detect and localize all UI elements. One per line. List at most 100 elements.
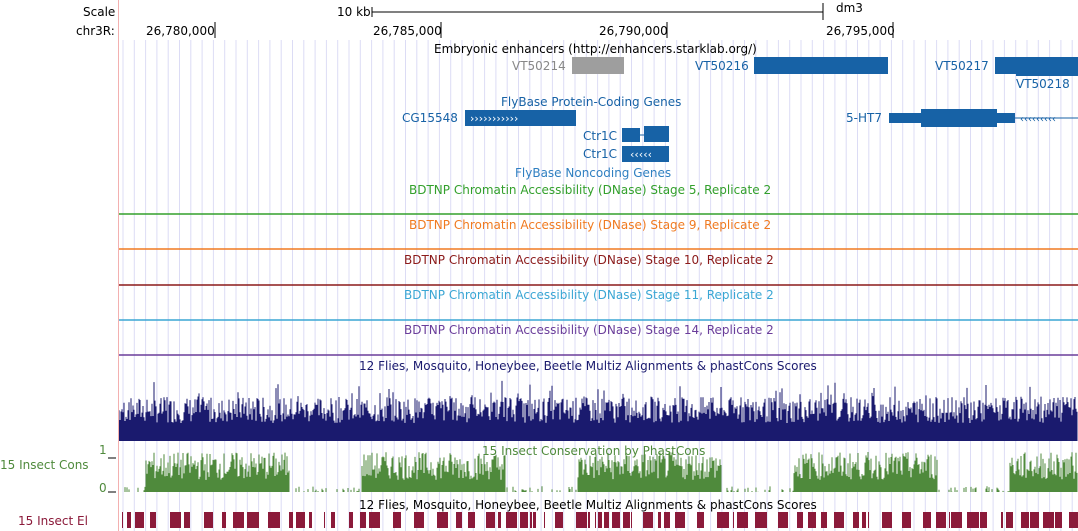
assembly-label: dm3 [836, 1, 863, 15]
conserved-element [555, 512, 563, 528]
enhancer-label-vt50218[interactable]: VT50218 [1016, 77, 1070, 91]
conserved-element [506, 512, 517, 528]
conserved-element [808, 512, 816, 528]
strand-arrows: ››››››››››› [470, 112, 518, 125]
gene-model-ctr1c [622, 146, 669, 162]
enhancer-label-vt50216[interactable]: VT50216 [695, 59, 749, 73]
conserved-element [923, 512, 931, 528]
conserved-element [520, 512, 528, 528]
conserved-element [437, 512, 448, 528]
conserved-element [643, 512, 653, 528]
conserved-element [268, 512, 280, 528]
gene-model-cg15548 [465, 110, 576, 126]
dnase-stage14-title[interactable]: BDTNP Chromatin Accessibility (DNase) St… [404, 323, 774, 337]
conserved-element [456, 512, 462, 528]
enhancer-block-vt50216 [754, 57, 888, 74]
conserved-element [576, 512, 587, 528]
conserved-element [331, 512, 335, 528]
conserved-element [184, 512, 190, 528]
conserved-element [349, 512, 353, 528]
conserved-element [967, 512, 979, 528]
conserved-element [1021, 512, 1029, 528]
phastcons-wiggle [124, 452, 1078, 492]
conserved-element [631, 512, 632, 528]
conserved-element [612, 512, 620, 528]
conserved-element [980, 512, 987, 528]
conserved-element [658, 512, 661, 528]
conserved-element [1001, 512, 1003, 528]
gene-label-cg15548[interactable]: CG15548 [402, 111, 458, 125]
gene-label-ctr1c[interactable]: Ctr1C [583, 147, 618, 161]
flybase-noncoding-track-title[interactable]: FlyBase Noncoding Genes [515, 166, 672, 180]
enhancers-track-title[interactable]: Embryonic enhancers (http://enhancers.st… [434, 42, 757, 56]
conserved-element [1069, 512, 1078, 528]
phastcons-ymin: 0 [99, 481, 107, 495]
conserved-element [862, 512, 866, 528]
conserved-element [170, 512, 181, 528]
multiz-track-title[interactable]: 12 Flies, Mosquito, Honeybee, Beetle Mul… [359, 359, 817, 373]
conserved-element [289, 512, 293, 528]
conserved-element [544, 512, 545, 528]
elements-side-label[interactable]: 15 Insect El [18, 514, 88, 528]
chrom-label: chr3R: [76, 24, 115, 38]
conserved-element [936, 512, 946, 528]
conserved-element [1055, 512, 1062, 528]
conserved-element [309, 512, 312, 528]
enhancer-label-vt50214[interactable]: VT50214 [512, 59, 566, 73]
gene-exon [921, 109, 997, 127]
strand-arrows: ‹‹‹‹‹‹‹‹‹ [1020, 114, 1056, 125]
conserved-element [902, 512, 911, 528]
conserved-element [797, 512, 803, 528]
scale-label: Scale [83, 5, 116, 19]
multiz-wiggle [118, 380, 1078, 441]
ruler-tick-label: 26,790,000 [599, 24, 668, 38]
gene-label-ctr1c[interactable]: Ctr1C [583, 129, 618, 143]
conserved-element [778, 512, 788, 528]
conserved-element [222, 512, 226, 528]
dnase-stage9-title[interactable]: BDTNP Chromatin Accessibility (DNase) St… [409, 218, 772, 232]
conserved-element [598, 512, 602, 528]
ruler-tick-label: 26,795,000 [826, 24, 895, 38]
conserved-element [498, 512, 501, 528]
enhancer-label-vt50217[interactable]: VT50217 [935, 59, 989, 73]
phastcons-track-title[interactable]: 15 Insect Conservation by PhastCons [482, 444, 706, 458]
left-margin-rule [118, 0, 119, 531]
conserved-element [737, 512, 748, 528]
conserved-element [595, 512, 596, 528]
conserved-element [733, 512, 734, 528]
dnase-stage10-title[interactable]: BDTNP Chromatin Accessibility (DNase) St… [404, 253, 774, 267]
conserved-element [204, 512, 213, 528]
conserved-element [951, 512, 962, 528]
conserved-element [486, 512, 495, 528]
conserved-element [868, 512, 869, 528]
conserved-element [623, 512, 630, 528]
flybase-coding-track-title[interactable]: FlyBase Protein-Coding Genes [501, 95, 682, 109]
conserved-element [697, 512, 704, 528]
elements-track-title[interactable]: 12 Flies, Mosquito, Honeybee, Beetle Mul… [359, 498, 817, 512]
gene-label-5ht7[interactable]: 5-HT7 [846, 111, 882, 125]
gene-exon [644, 126, 669, 142]
strand-arrows: ‹‹‹‹‹ [630, 148, 652, 161]
conserved-element [122, 512, 123, 528]
phastcons-side-label[interactable]: 15 Insect Cons [0, 458, 89, 472]
conserved-element [414, 512, 424, 528]
scale-value: 10 kb [337, 5, 371, 19]
conserved-element [755, 512, 767, 528]
conserved-element [533, 512, 536, 528]
conserved-element [834, 512, 844, 528]
dnase-stage11-title[interactable]: BDTNP Chromatin Accessibility (DNase) St… [404, 288, 774, 302]
conserved-element [1030, 512, 1039, 528]
conserved-element [360, 512, 366, 528]
dnase-stage5-title[interactable]: BDTNP Chromatin Accessibility (DNase) St… [409, 183, 772, 197]
conserved-element [1006, 512, 1013, 528]
gene-exon [997, 113, 1015, 123]
conserved-element [150, 512, 156, 528]
conserved-element [717, 512, 729, 528]
conserved-element [135, 512, 144, 528]
conserved-element [821, 512, 827, 528]
conserved-element [664, 512, 670, 528]
conserved-element [604, 512, 609, 528]
conserved-element [588, 512, 590, 528]
